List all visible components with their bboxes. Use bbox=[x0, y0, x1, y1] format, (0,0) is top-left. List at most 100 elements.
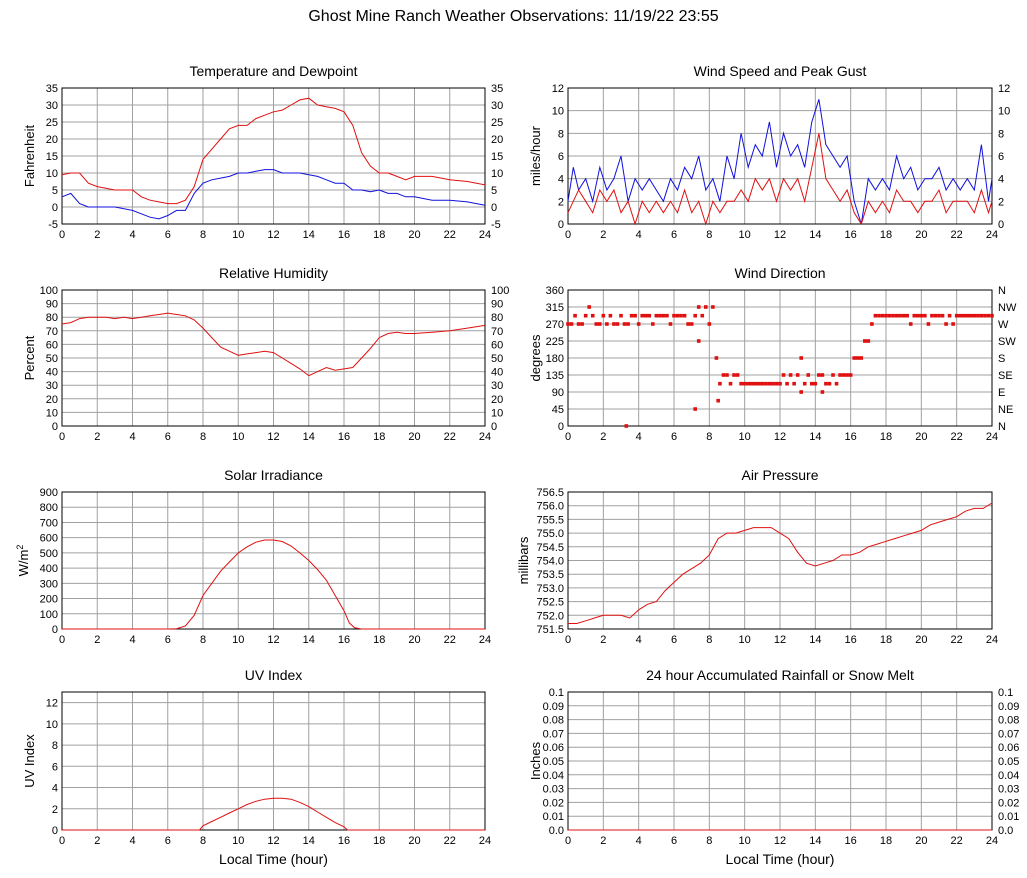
y-tick-label: 755.0 bbox=[536, 528, 564, 540]
scatter-point bbox=[643, 313, 648, 318]
x-tick-label: 10 bbox=[232, 431, 244, 443]
right-tick-label: 0.03 bbox=[998, 784, 1019, 796]
y-tick-label: 60 bbox=[46, 339, 58, 351]
chart-rh: 0 2 4 6 8 10 12 14 16 18 20 22 240102030405060708090… bbox=[22, 265, 509, 443]
x-tick-label: 2 bbox=[94, 431, 100, 443]
y-tick-label: 900 bbox=[40, 487, 58, 499]
scatter-point bbox=[870, 322, 874, 326]
y-tick-label: 753.0 bbox=[536, 583, 564, 595]
x-tick-label: 0 bbox=[565, 229, 571, 241]
scatter-point bbox=[785, 381, 789, 386]
right-tick-label: 0.09 bbox=[998, 701, 1019, 713]
right-tick-label: 0 bbox=[998, 219, 1004, 231]
x-tick-label: 20 bbox=[915, 634, 927, 646]
x-tick-label: 0 bbox=[59, 229, 65, 241]
y-tick-label: 0 bbox=[52, 624, 58, 636]
page-title: Ghost Mine Ranch Weather Observations: 1… bbox=[308, 8, 719, 25]
x-tick-label: 2 bbox=[94, 634, 100, 646]
y-tick-label: 2 bbox=[52, 804, 58, 816]
scatter-point bbox=[619, 313, 623, 318]
series-line-red bbox=[61, 97, 486, 205]
scatter-point bbox=[912, 313, 917, 318]
y-tick-label: 400 bbox=[40, 563, 58, 575]
right-tick-label: 10 bbox=[998, 106, 1010, 118]
chart-title: Wind Direction bbox=[734, 265, 825, 281]
y-tick-label: 70 bbox=[46, 326, 58, 338]
chart-solar: 0 2 4 6 8 10 12 14 16 18 20 22 240100200300400500600… bbox=[15, 467, 491, 646]
right-tick-label: 10 bbox=[491, 168, 503, 180]
chart-temp: 0 2 4 6 8 10 12 14 16 18 20 22 24-505101520253035-50… bbox=[22, 63, 503, 241]
scatter-point bbox=[739, 381, 743, 386]
right-tick-label: 0.05 bbox=[998, 756, 1019, 768]
right-tick-label: 0.07 bbox=[998, 728, 1019, 740]
x-tick-label: 6 bbox=[165, 229, 171, 241]
x-tick-label: 16 bbox=[845, 229, 857, 241]
scatter-point bbox=[608, 313, 613, 318]
right-tick-label: 0 bbox=[491, 421, 497, 433]
x-tick-label: 24 bbox=[479, 634, 491, 646]
right-tick-label: SW bbox=[998, 336, 1016, 348]
scatter-point bbox=[831, 373, 835, 377]
y-tick-label: 0 bbox=[52, 202, 58, 214]
x-tick-label: 14 bbox=[809, 835, 821, 847]
y-axis-label: Inches bbox=[528, 741, 543, 780]
scatter-point bbox=[569, 322, 574, 326]
chart-title: Wind Speed and Peak Gust bbox=[694, 63, 867, 79]
plot-frame bbox=[567, 87, 993, 225]
scatter-point bbox=[693, 407, 697, 411]
x-tick-label: 20 bbox=[915, 431, 927, 443]
x-tick-label: 14 bbox=[303, 835, 315, 847]
scatter-point bbox=[944, 322, 948, 326]
y-tick-label: 0 bbox=[558, 421, 564, 433]
x-tick-label: 22 bbox=[444, 634, 456, 646]
scatter-point bbox=[873, 313, 878, 318]
scatter-point bbox=[716, 398, 720, 403]
scatter-point bbox=[841, 373, 846, 377]
y-tick-label: 751.5 bbox=[536, 624, 564, 636]
right-tick-label: 12 bbox=[998, 83, 1010, 95]
right-tick-label: S bbox=[998, 353, 1005, 365]
chart-pressure: 0 2 4 6 8 10 12 14 16 18 20 22 24751.5752.0752.5753.… bbox=[516, 467, 998, 646]
x-tick-label: 6 bbox=[165, 835, 171, 847]
right-tick-label: 30 bbox=[491, 100, 503, 112]
series-line-blue bbox=[61, 169, 486, 220]
scatter-point bbox=[601, 313, 606, 318]
right-tick-label: 10 bbox=[491, 407, 503, 419]
y-axis-label-superscript: 2 bbox=[15, 545, 25, 550]
scatter-point bbox=[863, 339, 867, 343]
plot-frame bbox=[61, 491, 486, 630]
scatter-point bbox=[937, 313, 941, 318]
x-tick-label: 24 bbox=[986, 229, 998, 241]
x-tick-label: 4 bbox=[636, 431, 642, 443]
x-tick-label: 12 bbox=[267, 229, 279, 241]
x-tick-label: 12 bbox=[267, 431, 279, 443]
y-tick-label: 800 bbox=[40, 502, 58, 514]
scatter-point bbox=[605, 322, 609, 326]
scatter-point bbox=[802, 381, 807, 386]
scatter-point bbox=[728, 381, 733, 386]
scatter-point bbox=[583, 313, 588, 318]
x-tick-label: 16 bbox=[845, 431, 857, 443]
x-tick-label: 22 bbox=[444, 229, 456, 241]
x-tick-label: 0 bbox=[565, 431, 571, 443]
y-tick-label: 360 bbox=[546, 285, 564, 297]
scatter-point bbox=[958, 313, 962, 318]
x-tick-label: 0 bbox=[59, 431, 65, 443]
x-tick-label: 20 bbox=[408, 229, 420, 241]
right-tick-label: NE bbox=[998, 404, 1013, 416]
y-tick-label: 8 bbox=[558, 128, 564, 140]
y-tick-label: 0 bbox=[558, 219, 564, 231]
y-tick-label: 20 bbox=[46, 394, 58, 406]
scatter-point bbox=[817, 373, 821, 377]
scatter-point bbox=[696, 305, 701, 309]
x-tick-label: 2 bbox=[600, 431, 606, 443]
y-tick-label: 270 bbox=[546, 319, 564, 331]
y-tick-label: 755.5 bbox=[536, 514, 564, 526]
y-axis-label: millibars bbox=[516, 536, 531, 584]
x-tick-label: 6 bbox=[671, 634, 677, 646]
right-tick-label: 0.0 bbox=[998, 825, 1013, 837]
x-tick-label: 14 bbox=[303, 229, 315, 241]
y-tick-label: 754.0 bbox=[536, 556, 564, 568]
scatter-point bbox=[760, 381, 765, 386]
x-tick-label: 18 bbox=[373, 229, 385, 241]
